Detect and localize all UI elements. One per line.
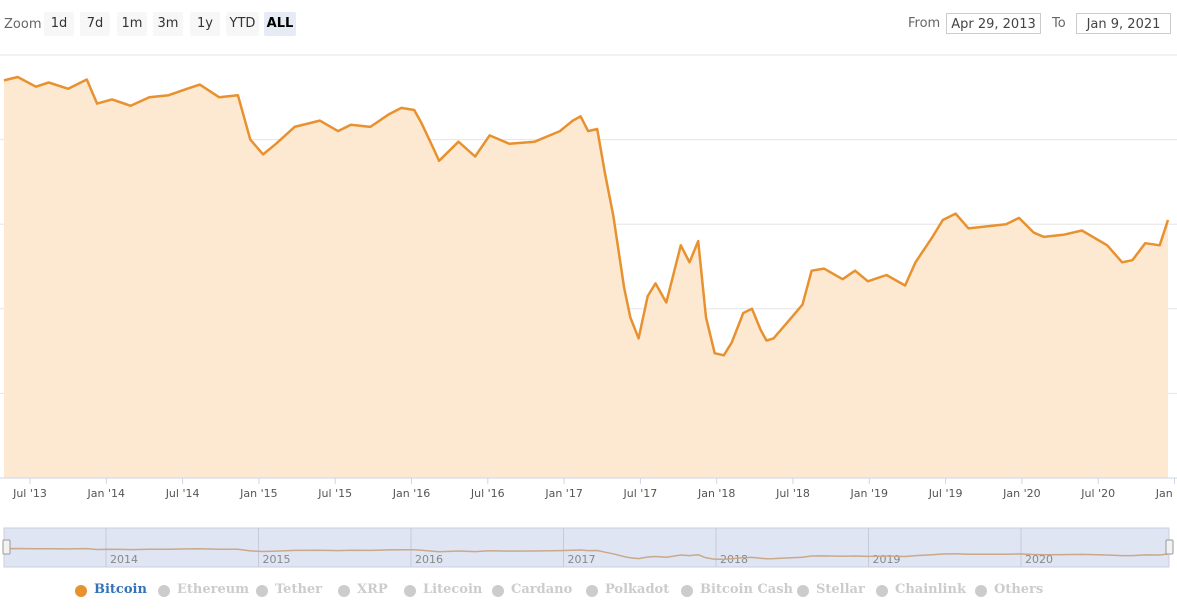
- navigator-year-label: 2018: [720, 553, 748, 566]
- x-tick-label: Jul '15: [317, 487, 352, 500]
- x-tick-label: Jul '14: [165, 487, 200, 500]
- x-tick-label: Jul '19: [928, 487, 963, 500]
- zoom-1m-button[interactable]: 1m: [117, 12, 147, 36]
- x-tick-label: Jul '18: [775, 487, 810, 500]
- legend-dot-icon: [338, 585, 350, 597]
- x-tick-label: Jan '15: [239, 487, 277, 500]
- x-tick-label: Jul '13: [12, 487, 47, 500]
- legend-label: Litecoin: [423, 582, 483, 597]
- legend-dot-icon: [797, 585, 809, 597]
- x-tick-label: Jan '18: [697, 487, 735, 500]
- legend-label: XRP: [357, 582, 388, 597]
- legend-label: Bitcoin: [94, 582, 147, 597]
- zoom-3m-button[interactable]: 3m: [153, 12, 183, 36]
- zoom-all-button[interactable]: ALL: [264, 12, 296, 36]
- zoom-ytd-button[interactable]: YTD: [226, 12, 259, 36]
- market-dominance-chart: Jul '13 Jan '14 Jul '14 Jan '15 Jul '15 Jan '…: [0, 54, 1177, 568]
- navigator-year-label: 2015: [263, 553, 291, 566]
- navigator[interactable]: 2014 2015 2016 2017 2018 2019 2020: [2, 527, 1174, 568]
- legend: Bitcoin Ethereum Tether XRP Litecoin Cardano P…: [0, 580, 1177, 602]
- legend-dot-icon: [876, 585, 888, 597]
- legend-dot-icon: [256, 585, 268, 597]
- navigator-handle-left[interactable]: [2, 539, 11, 555]
- range-selector: Zoom 1d 7d 1m 3m 1y YTD ALL From Apr 29,…: [0, 0, 1177, 48]
- navigator-series-line: [3, 547, 1169, 560]
- zoom-label: Zoom: [4, 17, 42, 32]
- legend-label: Ethereum: [177, 582, 249, 597]
- zoom-1y-button[interactable]: 1y: [190, 12, 220, 36]
- x-tick-label: Jan '17: [544, 487, 582, 500]
- x-tick-label: Jan '14: [87, 487, 125, 500]
- legend-label: Polkadot: [605, 582, 670, 597]
- legend-dot-icon: [75, 585, 87, 597]
- legend-label: Bitcoin Cash: [700, 582, 793, 597]
- x-axis: Jul '13 Jan '14 Jul '14 Jan '15 Jul '15 Jan '…: [0, 477, 1177, 500]
- legend-label: Others: [994, 582, 1044, 597]
- from-date-input[interactable]: Apr 29, 2013: [946, 13, 1041, 34]
- from-label: From: [908, 16, 941, 31]
- navigator-handle-right[interactable]: [1165, 539, 1174, 555]
- x-tick-label: Jan '20: [1002, 487, 1040, 500]
- legend-dot-icon: [681, 585, 693, 597]
- legend-label: Chainlink: [895, 582, 966, 597]
- navigator-year-label: 2020: [1025, 553, 1053, 566]
- x-tick-label: Jul '17: [623, 487, 658, 500]
- legend-label: Tether: [275, 582, 323, 597]
- legend-dot-icon: [975, 585, 987, 597]
- x-tick-label: Jan '16: [392, 487, 430, 500]
- navigator-year-label: 2017: [568, 553, 596, 566]
- bitcoin-area: [4, 77, 1168, 478]
- legend-dot-icon: [492, 585, 504, 597]
- legend-dot-icon: [158, 585, 170, 597]
- to-date-input[interactable]: Jan 9, 2021: [1076, 13, 1171, 34]
- legend-dot-icon: [404, 585, 416, 597]
- x-tick-label: Jul '20: [1080, 487, 1115, 500]
- legend-label: Cardano: [511, 582, 573, 597]
- x-tick-label: Jan '19: [850, 487, 888, 500]
- navigator-year-label: 2019: [873, 553, 901, 566]
- legend-label: Stellar: [816, 582, 865, 597]
- zoom-1d-button[interactable]: 1d: [44, 12, 74, 36]
- x-tick-label: Jul '16: [470, 487, 505, 500]
- navigator-year-label: 2014: [110, 553, 138, 566]
- to-label: To: [1052, 16, 1066, 31]
- zoom-7d-button[interactable]: 7d: [80, 12, 110, 36]
- x-tick-label: Jan '21: [1155, 487, 1177, 500]
- navigator-year-label: 2016: [415, 553, 443, 566]
- legend-dot-icon: [586, 585, 598, 597]
- bitcoin-line: [3, 75, 1170, 357]
